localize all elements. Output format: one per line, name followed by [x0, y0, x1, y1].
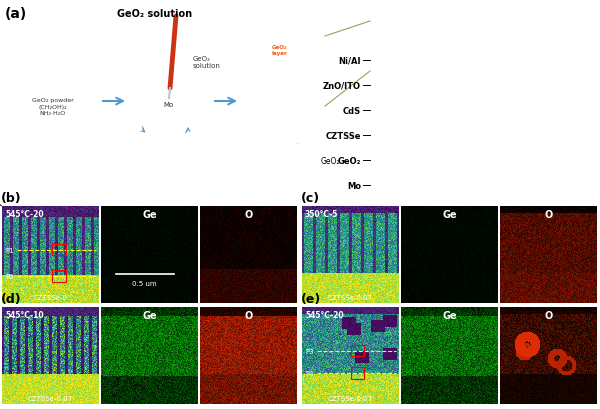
Text: GeO₂
solution: GeO₂ solution [193, 55, 221, 68]
Text: Mo: Mo [347, 181, 361, 190]
Text: GeO₂
layer: GeO₂ layer [271, 45, 287, 56]
Text: Ge: Ge [442, 310, 457, 320]
Text: Ge: Ge [142, 209, 157, 220]
Text: (c): (c) [301, 191, 320, 204]
Bar [2, 207, 99, 303]
Bar [200, 307, 297, 404]
Bar [2, 307, 99, 404]
Text: GeO₂ solution: GeO₂ solution [118, 9, 193, 19]
Text: O: O [544, 209, 553, 220]
Text: CdS: CdS [343, 106, 361, 115]
Bar [401, 307, 498, 404]
Text: O: O [544, 310, 553, 320]
Bar [200, 207, 297, 303]
Bar [52, 244, 66, 256]
Text: O: O [244, 209, 253, 220]
Text: CZTSSe: CZTSSe [325, 131, 361, 140]
FancyArrowPatch shape [103, 99, 123, 105]
Text: Ge: Ge [142, 310, 157, 320]
Text: O: O [244, 310, 253, 320]
FancyArrowPatch shape [215, 99, 235, 105]
Text: P2: P2 [5, 273, 14, 279]
Text: Mo: Mo [163, 102, 173, 108]
Text: (b): (b) [1, 191, 22, 204]
Bar [302, 307, 399, 404]
Text: (d): (d) [1, 292, 22, 305]
Bar [101, 207, 198, 303]
Text: 545°C-20: 545°C-20 [5, 209, 44, 218]
Text: 545°C-10: 545°C-10 [5, 310, 44, 319]
Text: P1: P1 [5, 247, 14, 253]
Bar [52, 270, 66, 282]
Bar [302, 207, 399, 303]
Bar [350, 367, 364, 379]
Text: (e): (e) [301, 292, 321, 305]
Text: CZTSSe-0.07: CZTSSe-0.07 [28, 395, 73, 401]
Text: CZTSSe-0.07: CZTSSe-0.07 [328, 294, 373, 300]
Text: 0.5 um: 0.5 um [133, 280, 157, 286]
Bar [350, 345, 364, 357]
Text: CZTSSe-0: CZTSSe-0 [34, 294, 67, 300]
Text: GeO₂: GeO₂ [320, 156, 340, 165]
Text: 350°C-5: 350°C-5 [305, 209, 338, 218]
Text: ZnO/ITO: ZnO/ITO [323, 81, 361, 90]
Bar [401, 207, 498, 303]
Bar [101, 307, 198, 404]
Text: Mo: Mo [274, 74, 284, 79]
Text: 545°C-20: 545°C-20 [305, 310, 344, 319]
Bar [500, 207, 597, 303]
Text: P3: P3 [305, 348, 314, 354]
Text: CZTSSe-0.07: CZTSSe-0.07 [328, 395, 373, 401]
Text: GeO₂ powder
(CH₂OH)₂
NH₂·H₂O: GeO₂ powder (CH₂OH)₂ NH₂·H₂O [32, 98, 73, 116]
Bar [500, 307, 597, 404]
Text: Ge: Ge [442, 209, 457, 220]
Text: Ni/Al: Ni/Al [338, 56, 361, 65]
Text: P4: P4 [305, 370, 314, 376]
Text: ---: --- [295, 141, 300, 146]
Text: GeO₂: GeO₂ [338, 156, 361, 165]
Text: (a): (a) [5, 7, 27, 21]
